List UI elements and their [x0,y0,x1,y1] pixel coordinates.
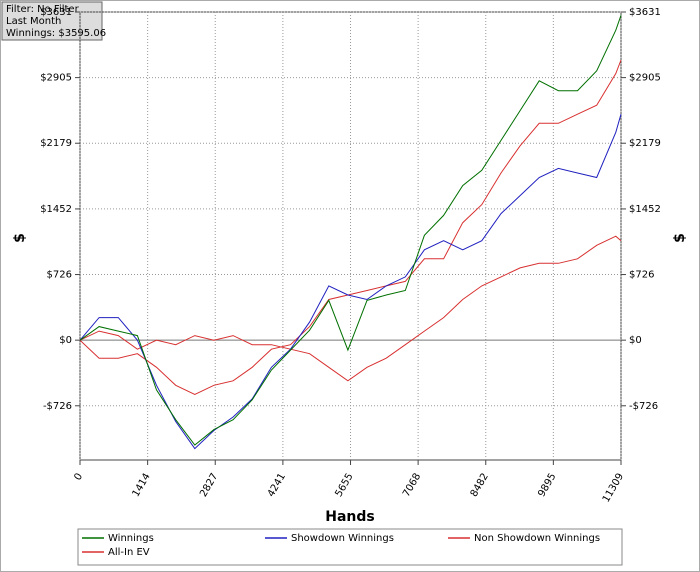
y-tick-label: -$726 [43,401,72,412]
filter-text: Filter: No Filter [6,4,80,15]
x-axis-label: Hands [325,509,375,525]
legend-label: Non Showdown Winnings [474,533,600,544]
y-tick-label: $726 [629,270,654,281]
y-axis-label: $ [12,233,28,243]
x-tick-label: 0 [72,472,85,483]
y-tick-label: $1452 [40,204,72,215]
y-tick-label: -$726 [629,401,658,412]
y-tick-label: $3631 [40,7,72,18]
y-tick-label: $3631 [629,7,661,18]
y-tick-label: $2905 [629,73,661,84]
y-tick-label: $2179 [629,138,661,149]
legend-label: All-In EV [108,547,150,558]
filter-text: Winnings: $3595.06 [6,28,106,39]
legend [77,528,623,566]
legend-label: Winnings [108,533,154,544]
filter-box [1,1,103,41]
y-tick-label: $2905 [40,73,72,84]
y-axis-label: $ [672,233,688,243]
y-tick-label: $726 [47,270,72,281]
legend-label: Showdown Winnings [291,533,394,544]
y-tick-label: $1452 [629,204,661,215]
y-tick-label: $0 [629,335,642,346]
filter-text: Last Month [6,16,61,27]
y-tick-label: $0 [59,335,72,346]
series-line [79,235,622,382]
y-tick-label: $2179 [40,138,72,149]
series-line [79,59,622,395]
series-line [79,15,622,446]
